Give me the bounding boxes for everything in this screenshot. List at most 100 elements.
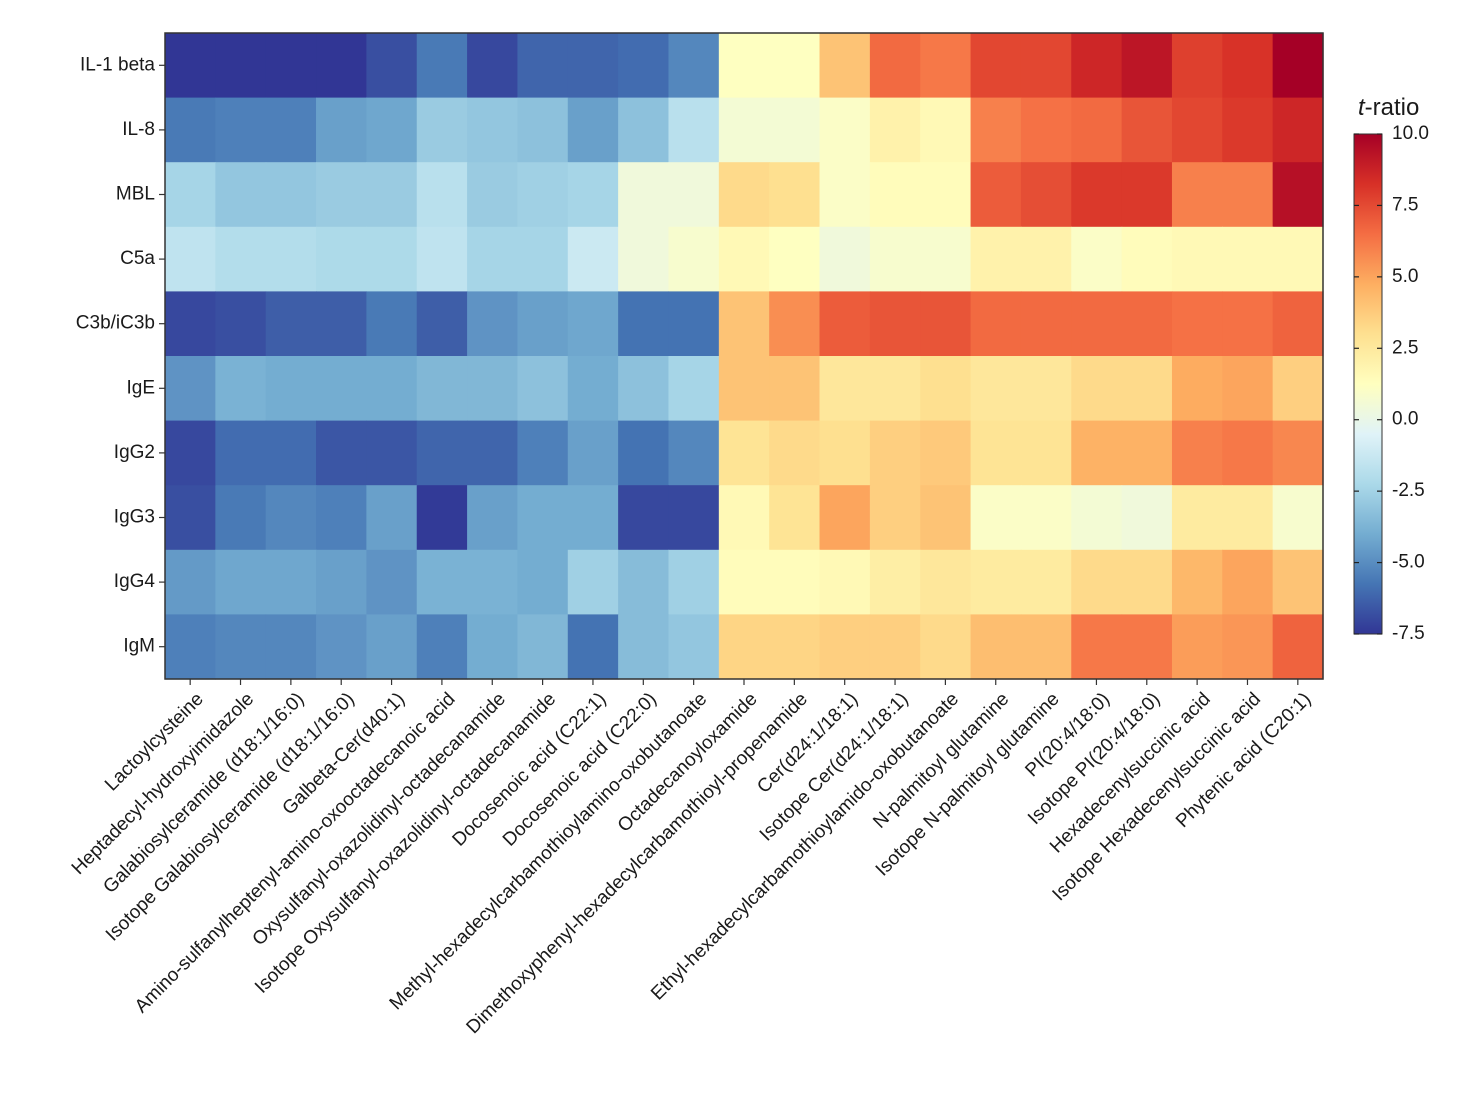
heatmap-cell-il-1-beta-2 bbox=[215, 33, 267, 99]
column-labels: LactoylcysteineHeptadecyl-hydroxyimidazo… bbox=[68, 679, 1315, 1038]
colorbar-gradient bbox=[1353, 133, 1383, 635]
heatmap-cell-il-1-beta-22 bbox=[1222, 33, 1274, 99]
heatmap-cell-il-1-beta-4 bbox=[316, 33, 367, 99]
heatmap-cell-igg4-17 bbox=[970, 549, 1022, 615]
row-label-c3b-ic3b: C3b/iC3b bbox=[76, 313, 155, 334]
heatmap-cell-il-1-beta-14 bbox=[819, 33, 871, 99]
heatmap-cell-mbl-16 bbox=[920, 162, 972, 228]
heatmap-cell-igg3-20 bbox=[1121, 485, 1173, 551]
colorbar-tick-label-3: 5.0 bbox=[1392, 266, 1418, 287]
heatmap-cell-ige-19 bbox=[1071, 356, 1123, 422]
heatmap-cell-c5a-18 bbox=[1020, 226, 1072, 292]
heatmap-cell-mbl-4 bbox=[316, 162, 367, 228]
colorbar-ticks: 10.0 7.5 5.0 2.5 0.0 -2.5 -5.0 -7.5 bbox=[1354, 123, 1429, 644]
heatmap-cell-c5a-20 bbox=[1121, 226, 1173, 292]
heatmap-cell-igm-12 bbox=[718, 614, 770, 680]
heatmap-cell-mbl-14 bbox=[819, 162, 871, 228]
heatmap-cell-il-8-7 bbox=[467, 97, 519, 163]
heatmap-cell-igg2-1 bbox=[165, 420, 216, 486]
heatmap-cell-ige-6 bbox=[416, 356, 468, 422]
heatmap-cell-igg2-8 bbox=[517, 420, 569, 486]
colorbar-title-italic: t bbox=[1358, 94, 1366, 121]
heatmap-cell-igm-8 bbox=[517, 614, 569, 680]
heatmap-cell-mbl-6 bbox=[416, 162, 468, 228]
heatmap-cell-c3b-ic3b-3 bbox=[265, 291, 317, 357]
heatmap-cell-igg2-11 bbox=[668, 420, 720, 486]
heatmap-cell-igg2-2 bbox=[215, 420, 267, 486]
heatmap-cell-il-1-beta-10 bbox=[618, 33, 670, 99]
heatmap-cell-il-8-14 bbox=[819, 97, 871, 163]
heatmap-cell-ige-12 bbox=[718, 356, 770, 422]
heatmap-cell-igg2-4 bbox=[316, 420, 367, 486]
colorbar-tick-label-2: 7.5 bbox=[1392, 194, 1418, 215]
heatmap-cell-il-8-6 bbox=[416, 97, 468, 163]
heatmap-cell-c3b-ic3b-17 bbox=[970, 291, 1022, 357]
heatmap-cell-mbl-10 bbox=[618, 162, 670, 228]
heatmap-cell-igg4-10 bbox=[618, 549, 670, 615]
heatmap-cell-igg3-4 bbox=[316, 485, 367, 551]
heatmap-cell-ige-22 bbox=[1222, 356, 1274, 422]
heatmap-cell-c3b-ic3b-22 bbox=[1222, 291, 1274, 357]
heatmap-cell-igg2-6 bbox=[416, 420, 468, 486]
heatmap-cell-igm-6 bbox=[416, 614, 468, 680]
heatmap-cell-c5a-16 bbox=[920, 226, 972, 292]
heatmap-cell-il-1-beta-19 bbox=[1071, 33, 1123, 99]
heatmap-cell-il-8-23 bbox=[1272, 97, 1324, 163]
heatmap-cell-igg2-16 bbox=[920, 420, 972, 486]
heatmap-cell-c5a-8 bbox=[517, 226, 569, 292]
heatmap-cell-il-1-beta-16 bbox=[920, 33, 972, 99]
heatmap-cell-il-1-beta-3 bbox=[265, 33, 317, 99]
heatmap-cell-igg4-15 bbox=[869, 549, 921, 615]
heatmap-cell-igg3-12 bbox=[718, 485, 770, 551]
heatmap-cell-igg3-16 bbox=[920, 485, 972, 551]
heatmap-cell-il-8-22 bbox=[1222, 97, 1274, 163]
heatmap-cell-igm-11 bbox=[668, 614, 720, 680]
heatmap-cell-il-8-16 bbox=[920, 97, 972, 163]
heatmap-cell-igg3-18 bbox=[1020, 485, 1072, 551]
heatmap-cell-igg2-19 bbox=[1071, 420, 1123, 486]
heatmap-cell-igg2-7 bbox=[467, 420, 519, 486]
row-label-il-1-beta: IL-1 beta bbox=[80, 54, 155, 75]
heatmap-cell-il-1-beta-9 bbox=[567, 33, 619, 99]
heatmap-cell-il-1-beta-21 bbox=[1171, 33, 1223, 99]
heatmap-cell-ige-15 bbox=[869, 356, 921, 422]
heatmap-cell-il-1-beta-11 bbox=[668, 33, 720, 99]
heatmap-cell-c3b-ic3b-2 bbox=[215, 291, 267, 357]
heatmap-cell-c3b-ic3b-21 bbox=[1171, 291, 1223, 357]
heatmap-cell-ige-1 bbox=[165, 356, 216, 422]
heatmap-cell-igg3-11 bbox=[668, 485, 720, 551]
heatmap-cell-igg2-17 bbox=[970, 420, 1022, 486]
heatmap-cell-ige-13 bbox=[769, 356, 821, 422]
heatmap-cell-c3b-ic3b-10 bbox=[618, 291, 670, 357]
heatmap-cell-c5a-14 bbox=[819, 226, 871, 292]
heatmap-cell-mbl-2 bbox=[215, 162, 267, 228]
heatmap-cell-c3b-ic3b-11 bbox=[668, 291, 720, 357]
heatmap-cell-c3b-ic3b-18 bbox=[1020, 291, 1072, 357]
row-label-il-8: IL-8 bbox=[122, 119, 155, 140]
heatmap-cell-igm-5 bbox=[366, 614, 418, 680]
column-label-2: Heptadecyl-hydroxyimidazole bbox=[68, 689, 258, 879]
heatmap-cell-igg2-18 bbox=[1020, 420, 1072, 486]
heatmap-cell-il-1-beta-13 bbox=[769, 33, 821, 99]
heatmap-cell-il-1-beta-23 bbox=[1272, 33, 1324, 99]
heatmap-cell-il-8-21 bbox=[1171, 97, 1223, 163]
heatmap-cell-il-1-beta-18 bbox=[1020, 33, 1072, 99]
heatmap-cell-igm-10 bbox=[618, 614, 670, 680]
heatmap-cell-igg2-10 bbox=[618, 420, 670, 486]
heatmap-cell-il-8-15 bbox=[869, 97, 921, 163]
heatmap-cell-mbl-19 bbox=[1071, 162, 1123, 228]
heatmap-cell-ige-8 bbox=[517, 356, 569, 422]
heatmap-cell-ige-14 bbox=[819, 356, 871, 422]
heatmap-cell-il-8-12 bbox=[718, 97, 770, 163]
heatmap-cell-ige-23 bbox=[1272, 356, 1324, 422]
heatmap-cell-il-8-3 bbox=[265, 97, 317, 163]
heatmap-cell-il-8-8 bbox=[517, 97, 569, 163]
colorbar-tick-label-8: -7.5 bbox=[1392, 623, 1425, 644]
heatmap-cell-il-8-13 bbox=[769, 97, 821, 163]
heatmap-cell-igm-14 bbox=[819, 614, 871, 680]
heatmap-cell-igg4-4 bbox=[316, 549, 367, 615]
heatmap-cell-igg4-5 bbox=[366, 549, 418, 615]
heatmap-cell-igg3-21 bbox=[1171, 485, 1223, 551]
heatmap-cell-mbl-13 bbox=[769, 162, 821, 228]
heatmap-cell-il-1-beta-6 bbox=[416, 33, 468, 99]
